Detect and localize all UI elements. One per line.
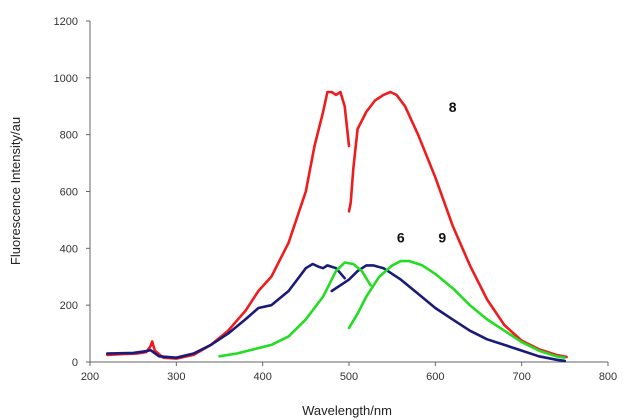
x-tick-label: 300 [167,371,185,383]
series-label-9: 9 [438,230,446,246]
series-9 [218,259,567,360]
ticks [86,20,609,366]
y-axis-title: Fluorescence Intensity/au [8,117,23,265]
series-8 [106,90,568,360]
y-tick-label: 1200 [54,16,78,28]
series-9-line-1 [218,261,372,358]
series-group [106,90,568,363]
y-tick-label: 800 [60,130,78,142]
x-tick-label: 700 [512,371,530,383]
annotations: 8 6 9 [397,99,457,246]
y-tick-label: 400 [60,243,78,255]
series-label-8: 8 [449,99,457,115]
x-axis-title: Wavelength/nm [302,403,392,418]
series-6-line-2 [330,264,567,363]
y-tick-label: 0 [72,357,78,369]
series-9-line-2 [347,259,567,360]
series-label-6: 6 [397,230,405,246]
tick-labels: 200 300 400 500 600 700 8000200400600800100012… [54,16,618,383]
x-tick-label: 600 [426,371,444,383]
series-8-line-1 [106,90,351,360]
y-tick-label: 1000 [54,73,78,85]
axes [89,21,608,363]
x-tick-label: 200 [81,371,99,383]
x-tick-label: 800 [599,371,617,383]
x-tick-label: 400 [253,371,271,383]
y-tick-label: 200 [60,300,78,312]
x-tick-label: 500 [340,371,358,383]
y-tick-label: 600 [60,187,78,199]
series-6 [106,262,567,363]
series-6-line-1 [106,262,347,360]
series-8-line-2 [347,90,568,359]
